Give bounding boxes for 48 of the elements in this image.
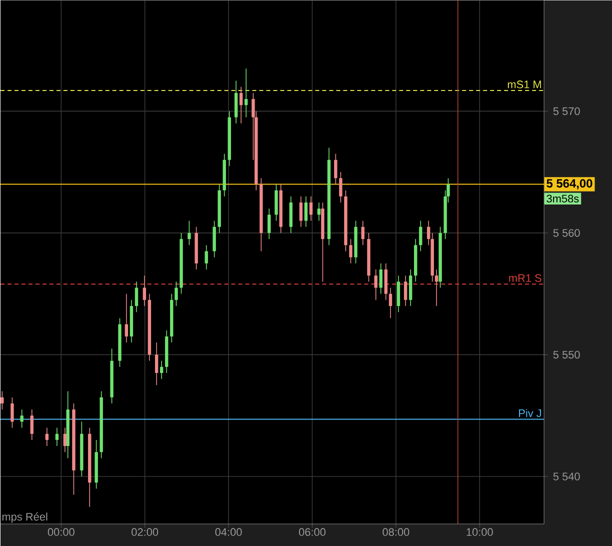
x-tick-label: 08:00 bbox=[382, 528, 410, 536]
x-tick-label: 06:00 bbox=[298, 528, 326, 536]
candlestick bbox=[30, 409, 34, 440]
candlestick bbox=[419, 220, 422, 252]
candlestick bbox=[45, 427, 49, 446]
candlestick bbox=[309, 196, 313, 222]
candlestick bbox=[339, 172, 342, 203]
candlestick bbox=[55, 427, 59, 446]
x-tick-label: 02:00 bbox=[132, 528, 158, 536]
candlestick bbox=[20, 409, 24, 428]
candlestick bbox=[388, 287, 392, 319]
candlestick bbox=[142, 275, 146, 306]
x-tick-label: 00:00 bbox=[48, 528, 74, 536]
candlestick bbox=[174, 281, 178, 306]
candlestick bbox=[63, 427, 67, 453]
x-tick-label: 04:00 bbox=[215, 528, 242, 536]
candlestick bbox=[361, 220, 364, 246]
x-tick-label: 10:00 bbox=[466, 528, 493, 536]
candlestick bbox=[10, 396, 14, 428]
text: 3m58s bbox=[546, 194, 579, 203]
candlestick bbox=[334, 153, 338, 185]
ref-line-label: mR1 S bbox=[509, 274, 542, 282]
candlestick bbox=[124, 293, 128, 343]
candlestick bbox=[317, 202, 321, 222]
y-tick-label: 5 550 bbox=[553, 350, 580, 359]
candlestick bbox=[304, 196, 308, 228]
candlestick bbox=[240, 86, 243, 124]
candlestick bbox=[374, 269, 378, 300]
y-tick-label: 5 570 bbox=[553, 107, 580, 116]
ref-line-label: Piv J bbox=[519, 409, 542, 418]
y-tick-label: 5 540 bbox=[553, 472, 580, 480]
candlestick bbox=[188, 220, 191, 246]
candlestick bbox=[299, 196, 303, 228]
candlestick bbox=[244, 68, 248, 118]
candlestick bbox=[379, 263, 382, 294]
candlestick bbox=[268, 208, 271, 240]
candlestick bbox=[134, 281, 138, 313]
candlestick bbox=[349, 238, 352, 264]
candlestick bbox=[404, 275, 408, 306]
candlestick bbox=[204, 244, 208, 270]
ref-line-label: mS1 M bbox=[508, 80, 541, 88]
annotation: mps Réel bbox=[2, 512, 48, 523]
candlestick bbox=[0, 390, 4, 410]
candlestick bbox=[434, 269, 438, 306]
y-tick-label: 5 560 bbox=[553, 229, 580, 237]
candlestick bbox=[160, 360, 164, 380]
candlestick bbox=[154, 342, 158, 386]
ref-line-label: 5 564,00 bbox=[546, 179, 592, 190]
